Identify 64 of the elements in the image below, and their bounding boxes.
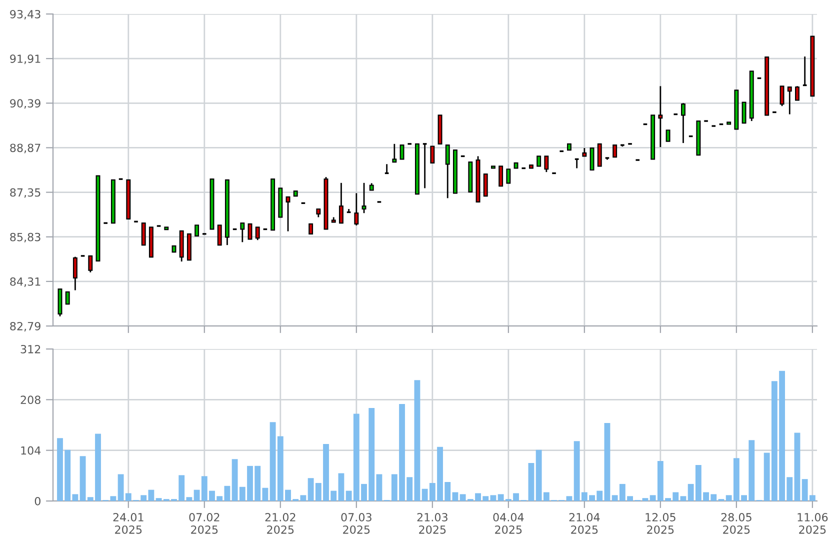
bar: [794, 432, 800, 501]
bar: [490, 495, 496, 501]
candlestick: [483, 174, 488, 197]
y-tick-label: 312: [20, 344, 40, 354]
y-tick-label: 0: [34, 496, 40, 506]
candlestick: [338, 182, 344, 224]
candlestick: [658, 85, 663, 148]
y-tick-label: 93,43: [10, 10, 40, 20]
x-tick-label: 21.04 2025: [569, 513, 600, 534]
candlestick: [194, 224, 200, 237]
bar: [604, 423, 610, 501]
candlestick: [590, 147, 594, 171]
y-tick-label: 88,87: [10, 144, 40, 154]
candlestick: [666, 130, 670, 142]
candlestick: [787, 86, 792, 115]
y-tick-label: 104: [21, 446, 41, 455]
candlestick: [780, 85, 784, 107]
candlestick: [255, 226, 260, 241]
x-tick-label: 04.04 2025: [493, 513, 524, 534]
y-tick-label: 85,83: [10, 232, 40, 242]
y-tick-label: 82,79: [10, 322, 40, 332]
y-tick-label: 84,31: [10, 277, 40, 287]
candlestick: [795, 85, 800, 101]
candlestick: [544, 156, 549, 173]
candlestick: [88, 255, 93, 274]
candlestick: [286, 196, 290, 232]
x-tick-label: 11.06 2025: [798, 513, 828, 534]
candlestick: [597, 143, 602, 167]
candlestick: [141, 222, 146, 246]
bar: [414, 380, 420, 501]
candlestick: [392, 143, 397, 163]
candlestick: [65, 291, 70, 305]
candlestick: [742, 102, 746, 124]
candlestick: [217, 224, 222, 246]
bar: [680, 496, 686, 501]
x-tick-label: 28.05 2025: [721, 513, 752, 534]
x-tick-label: 07.02 2025: [189, 513, 220, 534]
y-tick-label: 87,35: [10, 188, 40, 198]
candlestick: [308, 223, 314, 234]
candlestick: [498, 166, 504, 187]
candlestick: [681, 102, 686, 144]
x-tick-label: 21.02 2025: [265, 513, 296, 534]
x-tick-label: 07.03 2025: [341, 513, 372, 534]
x-tick-label: 12.05 2025: [646, 513, 676, 534]
candlestick: [240, 222, 245, 243]
y-tick-label: 208: [20, 396, 40, 404]
candlestick: [354, 192, 359, 226]
candlestick: [362, 182, 366, 214]
candlestick: [430, 146, 435, 164]
candlestick: [445, 144, 450, 199]
x-tick-label: 24.01 2025: [113, 513, 144, 534]
bar: [452, 492, 458, 501]
candlestick: [506, 168, 511, 184]
candlestick: [612, 144, 618, 158]
candlestick: [400, 144, 404, 160]
bar: [642, 498, 648, 501]
y-tick-label: 91,91: [10, 54, 40, 64]
candlestick: [248, 223, 252, 240]
bar: [528, 463, 534, 501]
candlestick: [72, 256, 78, 291]
candlestick: [536, 156, 542, 167]
bar: [566, 496, 572, 501]
y-tick-label: 90,39: [10, 99, 40, 109]
x-tick-label: 21.03 2025: [417, 513, 448, 534]
